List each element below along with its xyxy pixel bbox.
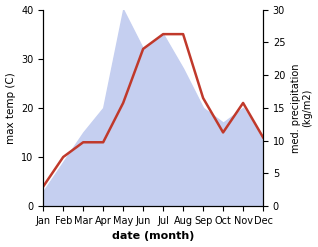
- Y-axis label: max temp (C): max temp (C): [5, 72, 16, 144]
- Y-axis label: med. precipitation
(kg/m2): med. precipitation (kg/m2): [291, 63, 313, 153]
- X-axis label: date (month): date (month): [112, 231, 194, 242]
